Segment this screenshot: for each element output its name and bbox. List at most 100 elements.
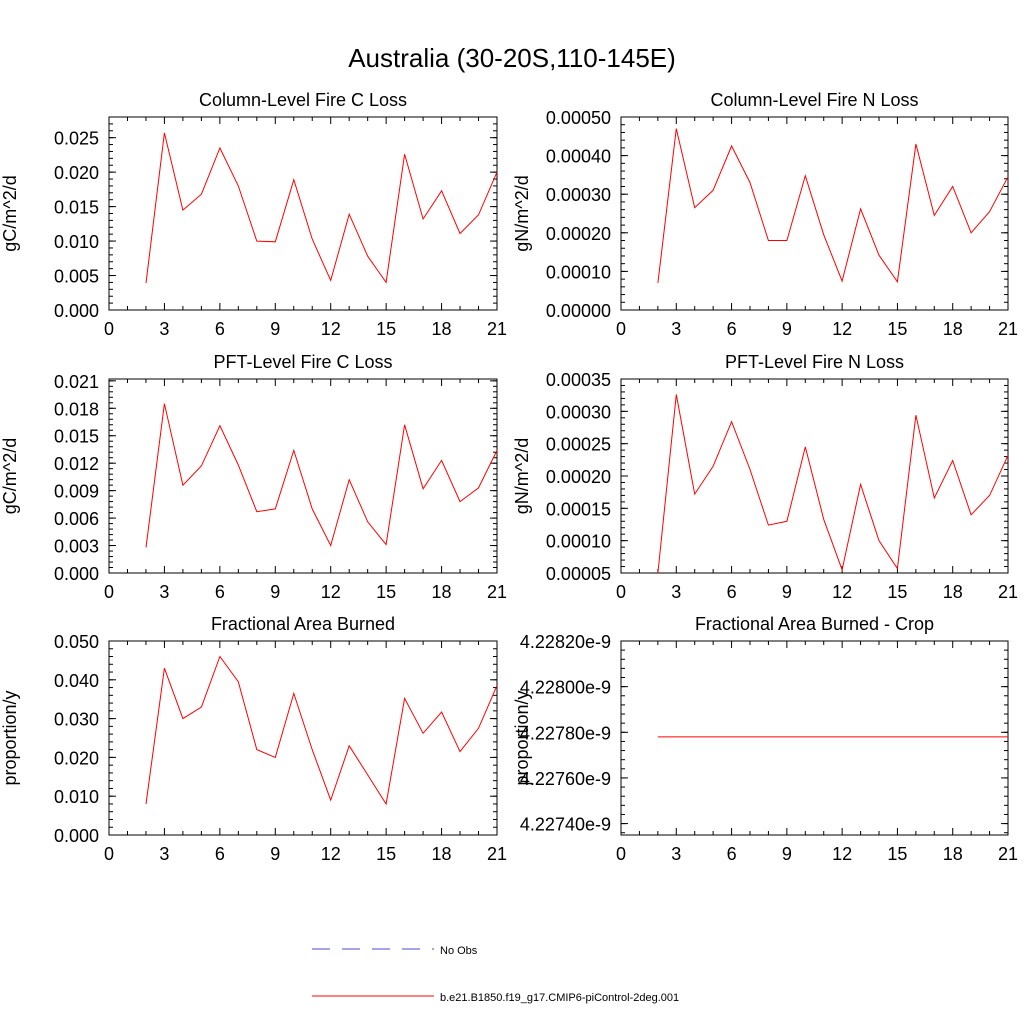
x-tick-label: 12 bbox=[321, 319, 341, 339]
series-line bbox=[657, 394, 1009, 574]
x-tick-label: 9 bbox=[782, 582, 792, 602]
legend-label-no-obs: No Obs bbox=[440, 945, 478, 957]
y-tick-label: 0.000 bbox=[54, 564, 99, 584]
y-tick-label: 0.015 bbox=[54, 427, 99, 447]
x-tick-label: 18 bbox=[943, 844, 963, 864]
y-axis-label: gC/m^2/d bbox=[0, 438, 20, 514]
chart-panel-1: Column-Level Fire C Loss gC/m^2/d 0 3 6 9 12 15… bbox=[0, 90, 507, 339]
y-axis-label: gN/m^2/d bbox=[512, 438, 532, 514]
y-tick-label: 0.010 bbox=[54, 232, 99, 252]
y-tick-label: 4.22820e-9 bbox=[520, 632, 611, 652]
x-tick-label: 0 bbox=[104, 844, 114, 864]
y-tick-label: 0.015 bbox=[54, 198, 99, 218]
x-tick-label: 18 bbox=[432, 844, 452, 864]
x-tick-label: 0 bbox=[104, 319, 114, 339]
x-tick-label: 12 bbox=[832, 319, 852, 339]
y-tick-label: 0.00030 bbox=[546, 402, 611, 422]
y-tick-label: 0.00010 bbox=[546, 262, 611, 282]
x-tick-label: 12 bbox=[321, 582, 341, 602]
x-tick-label: 3 bbox=[159, 319, 169, 339]
y-tick-label: 0.00035 bbox=[546, 370, 611, 390]
y-tick-label: 0.00050 bbox=[546, 108, 611, 128]
x-tick-label: 18 bbox=[432, 582, 452, 602]
x-tick-label: 9 bbox=[782, 319, 792, 339]
panels: Column-Level Fire C Loss gC/m^2/d 0 3 6 9 12 15… bbox=[0, 90, 1018, 864]
panel-title: PFT-Level Fire N Loss bbox=[725, 352, 904, 372]
x-tick-label: 12 bbox=[832, 844, 852, 864]
y-tick-label: 0.000 bbox=[54, 826, 99, 846]
legend-label-model: b.e21.B1850.f19_g17.CMIP6-piControl-2deg… bbox=[440, 992, 679, 1004]
y-tick-label: 0.020 bbox=[54, 748, 99, 768]
y-tick-label: 4.22740e-9 bbox=[520, 815, 611, 835]
y-tick-label: 0.00010 bbox=[546, 532, 611, 552]
y-tick-label: 0.00020 bbox=[546, 224, 611, 244]
y-tick-label: 0.030 bbox=[54, 710, 99, 730]
x-tick-label: 21 bbox=[998, 844, 1018, 864]
x-tick-label: 15 bbox=[887, 319, 907, 339]
y-tick-label: 0.005 bbox=[54, 267, 99, 287]
x-tick-label: 3 bbox=[671, 582, 681, 602]
y-tick-label: 0.00005 bbox=[546, 564, 611, 584]
x-tick-label: 15 bbox=[376, 844, 396, 864]
series-line bbox=[145, 132, 498, 284]
plot-frame bbox=[620, 640, 1009, 836]
x-tick-label: 18 bbox=[943, 319, 963, 339]
x-tick-label: 6 bbox=[727, 582, 737, 602]
x-tick-label: 15 bbox=[376, 319, 396, 339]
x-tick-label: 9 bbox=[270, 582, 280, 602]
y-tick-label: 0.040 bbox=[54, 671, 99, 691]
legend: No Obs b.e21.B1850.f19_g17.CMIP6-piContr… bbox=[312, 945, 679, 1004]
y-axis-label: proportion/y bbox=[512, 690, 532, 785]
x-tick-label: 9 bbox=[270, 319, 280, 339]
x-tick-label: 0 bbox=[616, 319, 626, 339]
y-axis-label: gC/m^2/d bbox=[0, 175, 20, 251]
series-line bbox=[657, 128, 1009, 284]
x-tick-label: 3 bbox=[671, 844, 681, 864]
y-tick-label: 0.020 bbox=[54, 163, 99, 183]
y-tick-label: 0.003 bbox=[54, 537, 99, 557]
figure-title: Australia (30-20S,110-145E) bbox=[348, 43, 676, 73]
x-tick-label: 9 bbox=[270, 844, 280, 864]
x-tick-label: 12 bbox=[321, 844, 341, 864]
x-tick-label: 0 bbox=[616, 582, 626, 602]
y-axis-label: gN/m^2/d bbox=[512, 175, 532, 251]
x-tick-label: 21 bbox=[487, 319, 507, 339]
y-tick-label: 0.00030 bbox=[546, 185, 611, 205]
y-tick-label: 0.012 bbox=[54, 454, 99, 474]
x-tick-label: 12 bbox=[832, 582, 852, 602]
plot-frame bbox=[108, 378, 498, 574]
series-line bbox=[145, 403, 498, 548]
y-tick-label: 0.00025 bbox=[546, 435, 611, 455]
y-tick-label: 0.050 bbox=[54, 632, 99, 652]
x-tick-label: 3 bbox=[671, 319, 681, 339]
panel-title: PFT-Level Fire C Loss bbox=[213, 352, 392, 372]
chart-panel-6: Fractional Area Burned - Crop proportion/… bbox=[512, 614, 1018, 864]
x-tick-label: 21 bbox=[487, 844, 507, 864]
x-tick-label: 6 bbox=[727, 844, 737, 864]
y-tick-label: 0.00020 bbox=[546, 467, 611, 487]
y-tick-label: 0.025 bbox=[54, 129, 99, 149]
y-tick-label: 0.00000 bbox=[546, 301, 611, 321]
y-axis-label: proportion/y bbox=[0, 690, 20, 785]
panel-title: Column-Level Fire C Loss bbox=[199, 90, 407, 110]
y-tick-label: 0.009 bbox=[54, 482, 99, 502]
panel-title: Fractional Area Burned - Crop bbox=[695, 614, 934, 634]
x-tick-label: 15 bbox=[376, 582, 396, 602]
x-tick-label: 3 bbox=[159, 582, 169, 602]
chart-panel-4: PFT-Level Fire N Loss gN/m^2/d 0 3 6 9 12 15 18 2… bbox=[512, 352, 1018, 602]
x-tick-label: 0 bbox=[616, 844, 626, 864]
y-tick-label: 4.22760e-9 bbox=[520, 769, 611, 789]
x-tick-label: 6 bbox=[727, 319, 737, 339]
x-tick-label: 21 bbox=[487, 582, 507, 602]
x-tick-label: 9 bbox=[782, 844, 792, 864]
x-tick-label: 3 bbox=[159, 844, 169, 864]
x-tick-label: 0 bbox=[104, 582, 114, 602]
y-tick-label: 0.010 bbox=[54, 787, 99, 807]
panel-title: Column-Level Fire N Loss bbox=[710, 90, 918, 110]
x-tick-label: 6 bbox=[215, 319, 225, 339]
x-tick-label: 21 bbox=[998, 319, 1018, 339]
y-tick-label: 0.00040 bbox=[546, 147, 611, 167]
panel-title: Fractional Area Burned bbox=[211, 614, 395, 634]
chart-panel-3: PFT-Level Fire C Loss gC/m^2/d 0 3 6 9 12 15 18 2… bbox=[0, 352, 507, 602]
